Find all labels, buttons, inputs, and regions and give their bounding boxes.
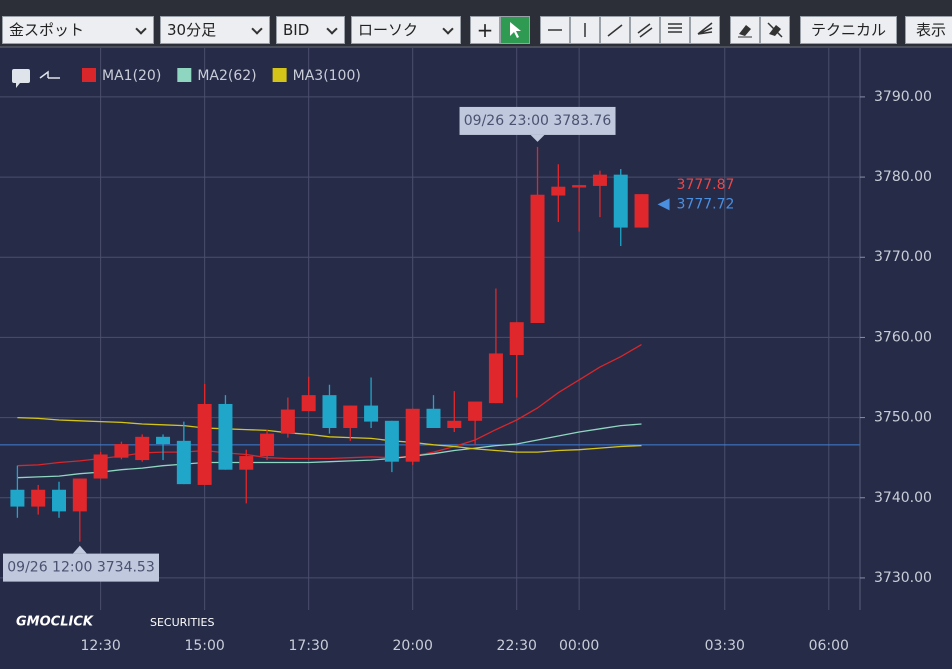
- annotation-pointer: [530, 134, 545, 142]
- y-tick-label: 3790.00: [874, 89, 932, 105]
- candle-body: [218, 403, 233, 470]
- y-tick-label: 3770.00: [874, 249, 932, 265]
- legend-swatch: [82, 68, 96, 82]
- x-tick-label: 12:30: [80, 638, 120, 654]
- candle-body: [343, 405, 358, 429]
- candle-body: [93, 454, 108, 479]
- logo-suffix: SECURITIES: [150, 616, 214, 629]
- legend-label: MA3(100): [293, 68, 361, 84]
- candle-body: [530, 194, 545, 323]
- ma-line: [17, 423, 642, 479]
- technical-button[interactable]: テクニカル: [800, 16, 897, 44]
- y-tick-label: 3740.00: [874, 490, 932, 506]
- eraser-tool[interactable]: [730, 16, 760, 44]
- x-tick-label: 00:00: [559, 638, 599, 654]
- fibo-retracement-tool[interactable]: [660, 16, 690, 44]
- y-tick-label: 3760.00: [874, 329, 932, 345]
- candle-body: [551, 186, 566, 196]
- ma-line: [17, 416, 642, 453]
- vline-tool[interactable]: [570, 16, 600, 44]
- last-price-label: 3777.72: [677, 196, 735, 212]
- x-tick-label: 03:30: [705, 638, 745, 654]
- cursor-button[interactable]: [500, 16, 530, 44]
- candle-body: [52, 489, 67, 512]
- candle-body: [10, 489, 25, 507]
- candle-body: [426, 408, 441, 429]
- annotation-text: 09/26 23:00 3783.76: [464, 113, 612, 129]
- last-price-label: 3777.87: [677, 177, 735, 193]
- display-button[interactable]: 表示: [905, 16, 952, 44]
- x-tick-label: 15:00: [184, 638, 224, 654]
- hline-tool[interactable]: [540, 16, 570, 44]
- candle-body: [301, 395, 316, 412]
- legend-label: MA1(20): [102, 68, 161, 84]
- annotation-text: 09/26 12:00 3734.53: [7, 560, 155, 576]
- price-type-select[interactable]: BID: [276, 16, 345, 44]
- candle-body: [364, 405, 379, 422]
- candle-body: [239, 456, 254, 470]
- crosshair-button[interactable]: +: [470, 16, 500, 44]
- x-tick-label: 17:30: [288, 638, 328, 654]
- candle-body: [197, 403, 212, 485]
- chart: GMOCLICK SECURITIES 3730.00 3740.00 3750.0…: [0, 48, 952, 669]
- trendline-tool[interactable]: [600, 16, 630, 44]
- candle-body: [405, 408, 420, 462]
- y-tick-label: 3730.00: [874, 570, 932, 586]
- symbol-select[interactable]: 金スポット: [2, 16, 154, 44]
- candle-body: [322, 395, 337, 429]
- candle-body: [135, 436, 150, 461]
- y-tick-label: 3750.00: [874, 410, 932, 426]
- candle-body: [468, 401, 483, 421]
- chart-style-select[interactable]: ローソク: [351, 16, 461, 44]
- x-tick-label: 06:00: [809, 638, 849, 654]
- candle-body: [260, 433, 275, 457]
- candle-body: [72, 478, 87, 512]
- candle-body: [488, 353, 503, 404]
- toolbar: 金スポット 30分足 BID ローソク + テクニカル 表示: [0, 0, 952, 48]
- candle-body: [634, 194, 649, 228]
- channel-tool[interactable]: [630, 16, 660, 44]
- erase-all-tool[interactable]: [760, 16, 790, 44]
- candle-body: [280, 409, 295, 434]
- legend-swatch: [177, 68, 192, 82]
- candle-body: [156, 436, 171, 445]
- x-tick-label: 22:30: [497, 638, 537, 654]
- legend-swatch: [272, 68, 287, 82]
- candle-body: [176, 440, 191, 485]
- logo-name: GMOCLICK: [16, 615, 94, 630]
- candle-body: [114, 444, 129, 458]
- candle-body: [31, 489, 46, 507]
- x-tick-label: 20:00: [393, 638, 433, 654]
- candle-body: [384, 420, 399, 462]
- annotation-box: [3, 553, 159, 582]
- candle-body: [592, 174, 607, 186]
- plot: [0, 146, 860, 542]
- annotation-box: [459, 106, 616, 135]
- candle-body: [613, 174, 628, 228]
- grid: [0, 48, 860, 610]
- y-tick-label: 3780.00: [874, 169, 932, 185]
- legend-icons: [12, 69, 60, 88]
- timeframe-select[interactable]: 30分足: [160, 16, 270, 44]
- candle-body: [509, 322, 524, 356]
- candle-body: [447, 420, 462, 429]
- candle-body: [572, 185, 587, 188]
- price-arrow: [657, 198, 670, 211]
- legend-label: MA2(62): [197, 68, 256, 84]
- fibo-fan-tool[interactable]: [690, 16, 720, 44]
- annotation-pointer: [72, 545, 87, 554]
